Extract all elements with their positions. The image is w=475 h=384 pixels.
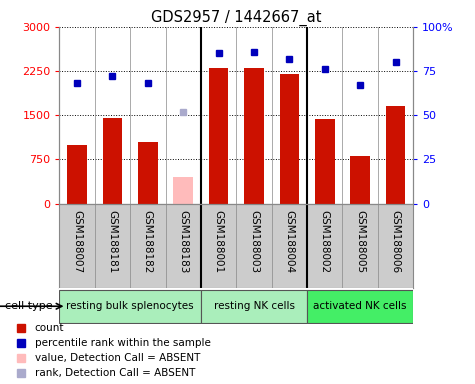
Text: resting NK cells: resting NK cells	[213, 301, 294, 311]
Bar	[67, 145, 87, 204]
Title: GDS2957 / 1442667_at: GDS2957 / 1442667_at	[151, 9, 322, 25]
Bar	[315, 119, 334, 204]
Text: GSM188004: GSM188004	[285, 210, 294, 273]
Bar	[59, 290, 201, 323]
Text: GSM188005: GSM188005	[355, 210, 365, 273]
Text: value, Detection Call = ABSENT: value, Detection Call = ABSENT	[35, 353, 200, 363]
Text: GSM188007: GSM188007	[72, 210, 82, 273]
Bar	[386, 106, 405, 204]
Text: activated NK cells: activated NK cells	[314, 301, 407, 311]
Bar	[351, 156, 370, 204]
Text: GSM188183: GSM188183	[178, 210, 188, 274]
Text: GSM188181: GSM188181	[107, 210, 117, 274]
Bar	[209, 68, 228, 204]
Text: GSM188003: GSM188003	[249, 210, 259, 273]
Text: GSM188001: GSM188001	[214, 210, 224, 273]
Bar	[201, 290, 307, 323]
Bar	[280, 74, 299, 204]
Bar	[244, 68, 264, 204]
Text: resting bulk splenocytes: resting bulk splenocytes	[66, 301, 194, 311]
Text: rank, Detection Call = ABSENT: rank, Detection Call = ABSENT	[35, 368, 195, 378]
Text: GSM188002: GSM188002	[320, 210, 330, 273]
Text: GSM188006: GSM188006	[390, 210, 400, 273]
Text: percentile rank within the sample: percentile rank within the sample	[35, 338, 210, 348]
Text: GSM188182: GSM188182	[143, 210, 153, 274]
Text: cell type: cell type	[5, 301, 52, 311]
Bar	[103, 118, 122, 204]
Bar	[307, 290, 413, 323]
Text: count: count	[35, 323, 64, 333]
Bar	[138, 142, 158, 204]
Bar	[173, 177, 193, 204]
